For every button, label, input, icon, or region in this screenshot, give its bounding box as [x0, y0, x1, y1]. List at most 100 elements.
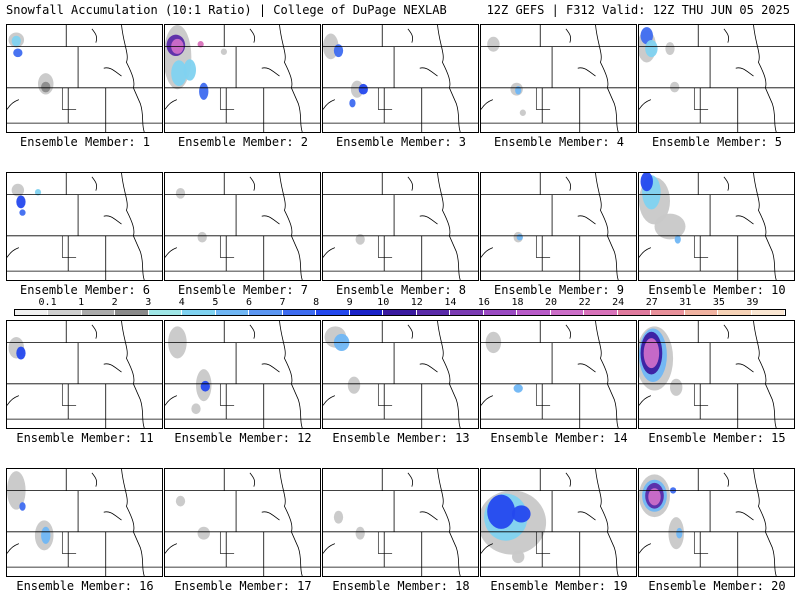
member-map-panel: [6, 468, 163, 577]
member-map-panel: [638, 468, 795, 577]
member-caption: Ensemble Member: 4: [493, 135, 625, 149]
colorbar-swatch: [550, 310, 585, 315]
member-map-panel: [322, 468, 479, 577]
snowfall-area: [676, 527, 683, 539]
member-map-panel: [638, 320, 795, 429]
snowfall-area: [41, 526, 51, 544]
member-caption: Ensemble Member: 1: [19, 135, 151, 149]
snowfall-area: [515, 85, 522, 95]
snowfall-area: [11, 183, 25, 197]
snowfall-area: [199, 82, 209, 100]
colorbar-swatch: [349, 310, 384, 315]
colorbar-swatch: [182, 310, 216, 315]
snowfall-area: [640, 27, 653, 45]
snowfall-area: [512, 505, 531, 523]
colorbar-swatch: [15, 310, 49, 315]
member-caption: Ensemble Member: 14: [490, 431, 628, 445]
colorbar-tick-label: 20: [545, 297, 558, 308]
colorbar-swatch: [115, 310, 149, 315]
colorbar-tick-label: 14: [444, 297, 457, 308]
colorbar-tick-label: 10: [377, 297, 390, 308]
member-caption: Ensemble Member: 13: [332, 431, 470, 445]
colorbar-swatch: [383, 310, 417, 315]
snowfall-area: [175, 495, 186, 507]
snowfall-area: [665, 42, 675, 55]
snowfall-area: [34, 189, 42, 196]
member-map-panel: [638, 24, 795, 133]
snowfall-area: [654, 213, 686, 240]
member-caption: Ensemble Member: 19: [490, 579, 628, 593]
snowfall-colorbar: [14, 309, 786, 316]
colorbar-swatch: [316, 310, 350, 315]
snowfall-area: [640, 173, 653, 192]
snowfall-area: [670, 378, 683, 396]
colorbar-tick-label: 27: [645, 297, 658, 308]
member-caption: Ensemble Member: 5: [651, 135, 783, 149]
colorbar-tick-label: 18: [511, 297, 524, 308]
colorbar-swatch: [282, 310, 317, 315]
snowfall-area: [183, 59, 196, 81]
member-caption: Ensemble Member: 2: [177, 135, 309, 149]
colorbar-tick-label: 4: [178, 297, 185, 308]
colorbar-tick-label: 5: [212, 297, 219, 308]
snowfall-area: [220, 48, 227, 55]
member-caption: Ensemble Member: 11: [16, 431, 154, 445]
snowfall-area: [16, 346, 26, 360]
snowfall-area: [350, 80, 364, 98]
member-caption: Ensemble Member: 7: [177, 283, 309, 297]
member-caption: Ensemble Member: 8: [335, 283, 467, 297]
snowfall-area: [191, 403, 201, 415]
snowfall-area: [200, 380, 210, 392]
member-caption: Ensemble Member: 6: [19, 283, 151, 297]
colorbar-tick-label: 16: [477, 297, 490, 308]
colorbar-tick-label: 31: [679, 297, 692, 308]
colorbar-tick-label: 22: [578, 297, 591, 308]
colorbar-swatch: [718, 310, 752, 315]
snowfall-area: [512, 550, 525, 564]
member-caption: Ensemble Member: 10: [648, 283, 786, 297]
member-map-panel: [480, 24, 637, 133]
snowfall-area: [355, 526, 365, 540]
member-map-panel: [638, 172, 795, 281]
colorbar-swatch: [450, 310, 484, 315]
snowfall-area: [347, 376, 361, 394]
snowfall-area: [487, 36, 500, 52]
colorbar-swatch: [148, 310, 183, 315]
run-valid-info: 12Z GEFS | F312 Valid: 12Z THU JUN 05 20…: [486, 3, 790, 17]
snowfall-area: [643, 338, 660, 369]
colorbar-tick-label: 6: [245, 297, 252, 308]
snowfall-area: [519, 109, 526, 116]
colorbar-swatch: [751, 310, 786, 315]
member-caption: Ensemble Member: 12: [174, 431, 312, 445]
snowfall-area: [516, 233, 523, 241]
member-map-panel: [480, 468, 637, 577]
colorbar-tick-label: 24: [612, 297, 625, 308]
colorbar-tick-label: 8: [313, 297, 320, 308]
colorbar-tick-label: 12: [410, 297, 423, 308]
member-map-panel: [322, 172, 479, 281]
member-caption: Ensemble Member: 9: [493, 283, 625, 297]
colorbar-tick-label: 39: [746, 297, 759, 308]
member-map-panel: [164, 24, 321, 133]
member-caption: Ensemble Member: 17: [174, 579, 312, 593]
colorbar-swatch: [215, 310, 250, 315]
member-map-panel: [322, 320, 479, 429]
snowfall-area: [513, 384, 523, 393]
member-map-panel: [164, 468, 321, 577]
member-caption: Ensemble Member: 18: [332, 579, 470, 593]
member-caption: Ensemble Member: 3: [335, 135, 467, 149]
snowfall-area: [487, 494, 516, 529]
snowfall-area: [41, 81, 51, 93]
snowfall-area: [11, 35, 21, 47]
colorbar-tick-label: 2: [111, 297, 118, 308]
snowfall-area: [19, 502, 26, 511]
colorbar-swatch: [584, 310, 618, 315]
member-map-panel: [480, 320, 637, 429]
snowfall-area: [355, 233, 365, 245]
snowfall-area: [333, 44, 344, 58]
snowfall-area: [333, 510, 344, 524]
snowfall-area: [197, 41, 204, 48]
snowfall-area: [674, 235, 681, 244]
snowfall-area: [349, 98, 356, 108]
colorbar-swatch: [517, 310, 551, 315]
